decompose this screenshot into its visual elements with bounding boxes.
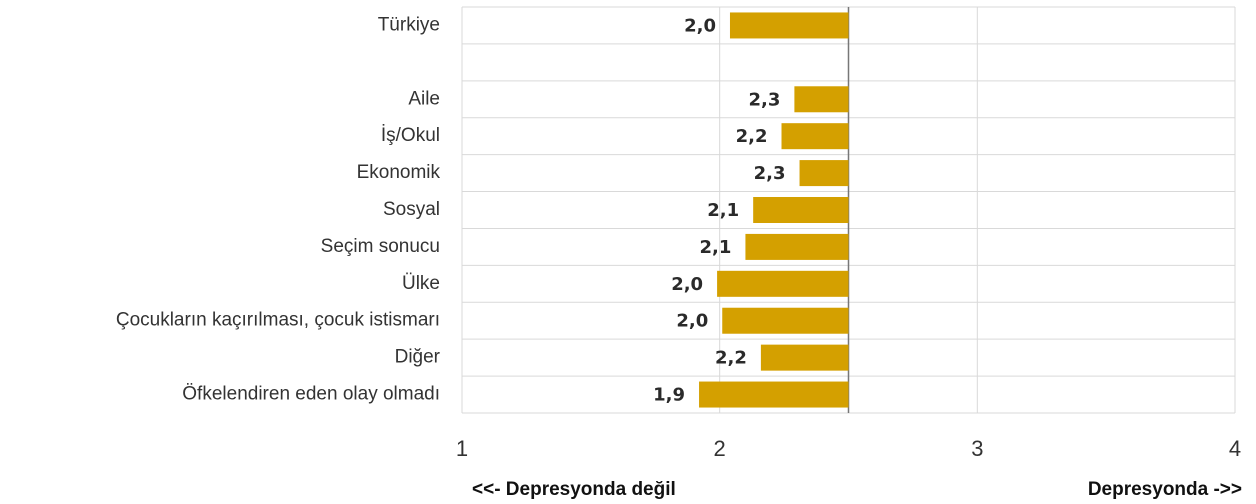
category-label: Öfkelendiren eden olay olmadı — [182, 384, 440, 405]
category-label: Seçim sonucu — [321, 236, 440, 257]
value-label: 2,0 — [676, 311, 708, 332]
category-label: İş/Okul — [381, 125, 440, 146]
x-tick-label: 2 — [714, 436, 726, 461]
value-label: 2,0 — [671, 274, 703, 295]
x-axis-label-left: <<- Depresyonda değil — [472, 479, 676, 500]
value-label: 2,0 — [684, 15, 716, 36]
category-label: Türkiye — [378, 14, 440, 35]
category-label: Ekonomik — [357, 162, 441, 183]
category-label: Çocukların kaçırılması, çocuk istismarı — [116, 310, 440, 331]
bar — [799, 160, 849, 187]
x-tick-label: 1 — [456, 436, 468, 461]
value-label: 2,1 — [707, 200, 739, 221]
value-label: 2,3 — [748, 89, 780, 110]
bar — [753, 197, 849, 223]
bar — [760, 344, 849, 371]
category-label: Aile — [408, 88, 440, 109]
bar — [717, 270, 849, 297]
x-tick-label: 4 — [1229, 436, 1241, 461]
value-label: 1,9 — [653, 385, 685, 406]
bar — [729, 12, 849, 39]
bar — [794, 86, 849, 113]
value-label: 2,2 — [736, 126, 768, 147]
value-label: 2,2 — [715, 348, 747, 369]
x-axis-label-right: Depresyonda ->> — [1088, 479, 1242, 500]
bar — [722, 307, 849, 334]
category-label: Sosyal — [383, 199, 440, 220]
bar — [781, 123, 849, 150]
bar — [699, 381, 849, 408]
value-label: 2,3 — [754, 163, 786, 184]
value-label: 2,1 — [700, 237, 732, 258]
bar — [745, 233, 849, 260]
x-tick-label: 3 — [971, 436, 983, 461]
category-label: Diğer — [395, 347, 441, 368]
category-label: Ülke — [402, 273, 440, 294]
